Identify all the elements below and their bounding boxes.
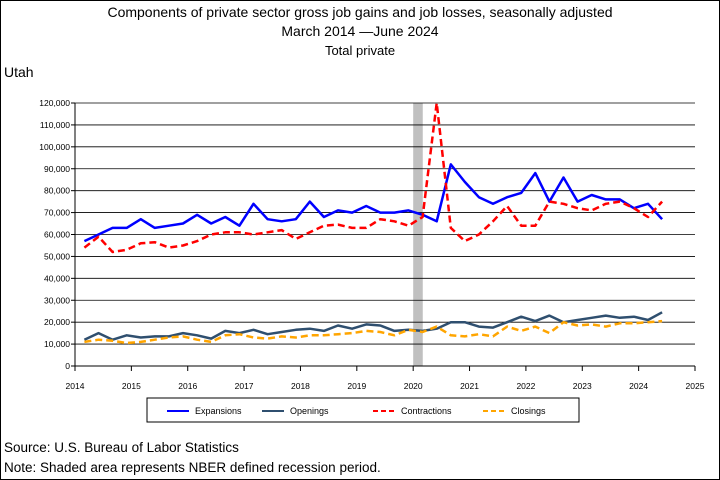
- x-tick-label: 2017: [235, 381, 254, 391]
- x-tick-label: 2014: [66, 381, 85, 391]
- subtitle-start: March 2014: [281, 23, 356, 39]
- chart-title: Components of private sector gross job g…: [107, 4, 613, 20]
- y-tick-label: 100,000: [39, 142, 70, 152]
- y-tick-label: 120,000: [39, 98, 70, 108]
- y-tick-label: 60,000: [44, 230, 70, 240]
- chart-subtitle-industry: Total private: [324, 43, 396, 58]
- y-tick-label: 40,000: [44, 273, 70, 283]
- legend-label-expansions: Expansions: [195, 406, 242, 416]
- subtitle-end: June 2024: [373, 23, 439, 39]
- x-tick-label: 2019: [347, 381, 366, 391]
- x-tick-label: 2025: [686, 381, 705, 391]
- series-line-expansions: [83, 163, 664, 243]
- y-tick-label: 0: [65, 361, 70, 371]
- x-tick-label: 2016: [178, 381, 197, 391]
- chart-subtitle-range: March 2014 —June 2024: [0, 23, 720, 39]
- x-tick-label: 2015: [122, 381, 141, 391]
- y-tick-label: 110,000: [40, 120, 70, 130]
- y-tick-label: 80,000: [44, 186, 70, 196]
- y-tick-label: 30,000: [44, 295, 70, 305]
- subtitle-dash: —: [359, 23, 374, 39]
- x-tick-label: 2024: [629, 381, 648, 391]
- region-label: Utah: [4, 64, 34, 80]
- series-line-closings: [84, 319, 663, 345]
- recession-note: Note: Shaded area represents NBER define…: [4, 460, 381, 475]
- x-tick-label: 2022: [516, 381, 535, 391]
- x-tick-label: 2023: [573, 381, 592, 391]
- source-note: Source: U.S. Bureau of Labor Statistics: [4, 440, 239, 455]
- legend-box: [146, 397, 580, 423]
- y-tick-label: 10,000: [44, 339, 70, 349]
- y-tick-label: 20,000: [44, 317, 70, 327]
- y-tick-label: 50,000: [44, 251, 70, 261]
- x-tick-label: 2021: [460, 381, 479, 391]
- y-tick-label: 70,000: [44, 208, 70, 218]
- x-tick-label: 2020: [404, 381, 423, 391]
- legend-label-openings: Openings: [290, 406, 329, 416]
- legend-label-contractions: Contractions: [401, 406, 452, 416]
- y-tick-label: 90,000: [44, 164, 70, 174]
- legend-label-closings: Closings: [511, 406, 546, 416]
- series-line-contractions: [83, 101, 664, 254]
- x-tick-label: 2018: [291, 381, 310, 391]
